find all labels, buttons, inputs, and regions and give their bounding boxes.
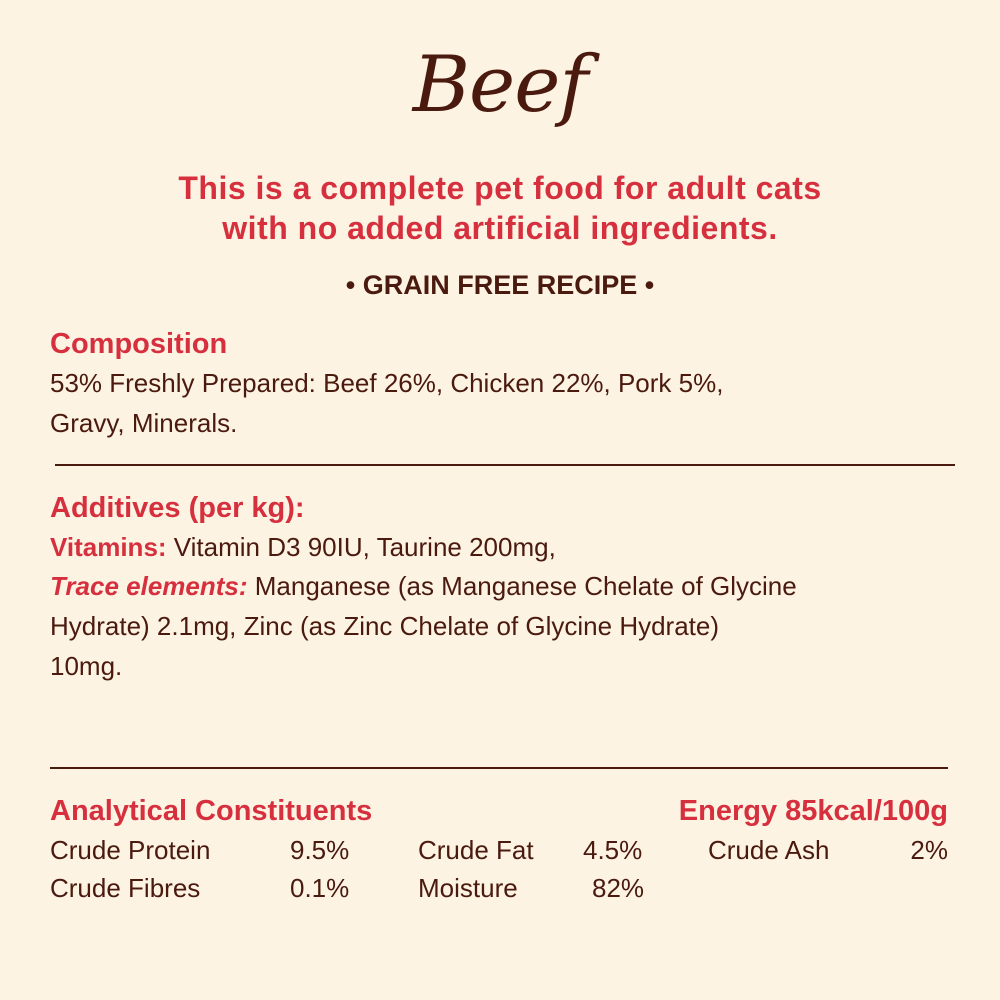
energy-value: Energy 85kcal/100g bbox=[678, 795, 948, 827]
subtitle-line-2: with no added artificial ingredients. bbox=[222, 210, 778, 246]
trace-line: Trace elements: Manganese (as Manganese … bbox=[50, 571, 797, 602]
divider bbox=[55, 464, 955, 466]
grain-free-badge: • GRAIN FREE RECIPE • bbox=[345, 270, 655, 300]
product-title: Beef bbox=[412, 40, 589, 130]
trace-label: Trace elements: bbox=[50, 571, 248, 601]
subtitle-line-1: This is a complete pet food for adult ca… bbox=[178, 170, 822, 206]
constituent-value: 0.1% bbox=[290, 873, 350, 903]
constituent-label: Crude Fat bbox=[418, 835, 534, 865]
composition-line-2: Gravy, Minerals. bbox=[50, 408, 238, 438]
vitamins-label: Vitamins: bbox=[50, 532, 167, 562]
trace-text: Manganese (as Manganese Chelate of Glyci… bbox=[247, 571, 797, 601]
constituent-value: 82% bbox=[592, 873, 645, 903]
additives-heading: Additives (per kg): bbox=[50, 492, 305, 524]
vitamins-text: Vitamin D3 90IU, Taurine 200mg, bbox=[166, 532, 556, 562]
constituent-label: Crude Ash bbox=[708, 835, 830, 865]
analytical-heading: Analytical Constituents bbox=[50, 795, 373, 827]
composition-heading: Composition bbox=[50, 328, 228, 360]
constituent-label: Crude Protein bbox=[50, 835, 211, 865]
constituent-value: 9.5% bbox=[290, 835, 350, 865]
constituent-label: Crude Fibres bbox=[50, 873, 201, 903]
trace-line-3: 10mg. bbox=[50, 651, 123, 681]
constituent-value: 2% bbox=[910, 835, 948, 865]
trace-line-2: Hydrate) 2.1mg, Zinc (as Zinc Chelate of… bbox=[50, 611, 720, 641]
divider bbox=[50, 767, 948, 769]
vitamins-line: Vitamins: Vitamin D3 90IU, Taurine 200mg… bbox=[50, 532, 556, 563]
constituent-value: 4.5% bbox=[583, 835, 643, 865]
constituent-label: Moisture bbox=[418, 873, 518, 903]
composition-line-1: 53% Freshly Prepared: Beef 26%, Chicken … bbox=[50, 368, 724, 398]
